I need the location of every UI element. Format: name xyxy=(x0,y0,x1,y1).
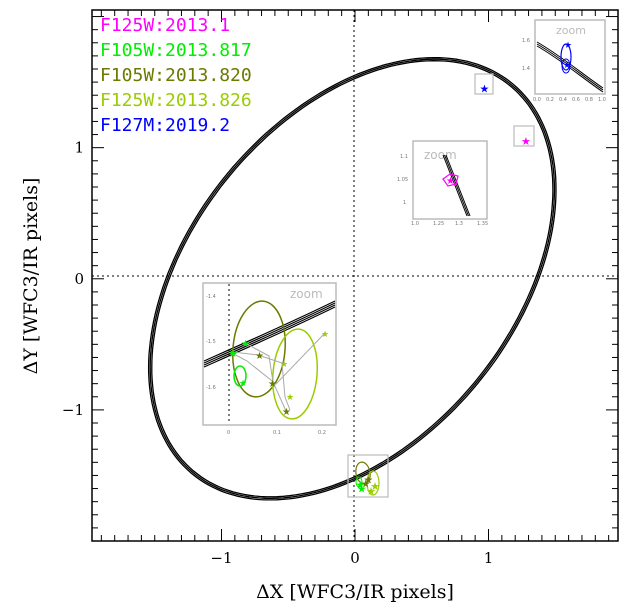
data-point-series-0: ★ xyxy=(521,136,531,148)
svg-text:★: ★ xyxy=(282,407,291,418)
x-axis-label: ΔX [WFC3/IR pixels] xyxy=(256,581,454,603)
data-point-series-1: ★ xyxy=(355,480,365,492)
y-axis-label: ΔY [WFC3/IR pixels] xyxy=(20,178,42,375)
inset-magenta-xtick-2: 1.3 xyxy=(455,221,463,227)
inset-blue-xtick-1: 0.2 xyxy=(546,97,554,103)
inset-blue-xtick-5: 1.0 xyxy=(598,97,606,103)
inset-blue-label: zoom xyxy=(556,24,586,37)
data-point-series-3: ★ xyxy=(366,486,376,498)
inset-magenta-ytick-1: 1.05 xyxy=(397,177,408,183)
box-blue xyxy=(474,73,494,95)
inset-blue-xtick-2: 0.4 xyxy=(559,97,567,103)
svg-text:★: ★ xyxy=(280,359,288,369)
inset-magenta-xtick-1: 1.25 xyxy=(433,221,444,227)
svg-text:★: ★ xyxy=(228,348,238,360)
inset-green-xtick-2: 0.2 xyxy=(318,430,326,436)
legend-entry-3: F125W:2013.826 xyxy=(100,90,252,111)
data-points: ★★★★★★★★ xyxy=(355,84,531,499)
data-point-series-3: ★ xyxy=(370,481,380,493)
inset-green-xtick-1: 0.1 xyxy=(273,430,281,436)
y-tick-label: −1 xyxy=(62,401,84,419)
inset-green-ytick-1: -1.5 xyxy=(206,339,216,345)
orbit-line-1 xyxy=(147,56,557,501)
inset-blue-xtick-0: 0.0 xyxy=(533,97,541,103)
orbit-line-2 xyxy=(151,60,554,498)
svg-text:★: ★ xyxy=(564,40,572,50)
cluster-ellipse-green xyxy=(355,476,363,488)
svg-text:★: ★ xyxy=(321,329,329,339)
x-tick-label: −1 xyxy=(210,549,232,567)
legend-entry-0: F125W:2013.1 xyxy=(100,15,230,36)
y-tick-label: 0 xyxy=(74,270,84,288)
x-tick-label: 0 xyxy=(350,549,360,567)
svg-text:★: ★ xyxy=(446,176,455,187)
x-tick-label: 1 xyxy=(484,549,494,567)
data-point-series-2: ★ xyxy=(363,474,373,486)
inset-magenta: zoom ★ 1.1 1.05 1 1.0 1.25 1.3 1.35 xyxy=(397,140,488,227)
legend-entry-4: F127M:2019.2 xyxy=(100,115,230,136)
data-point-series-4: ★ xyxy=(480,84,490,96)
inset-green-ytick-2: -1.6 xyxy=(206,385,216,391)
inset-magenta-ytick-2: 1 xyxy=(403,200,406,206)
orbit-ellipse xyxy=(147,56,557,501)
box-green xyxy=(347,454,389,498)
inset-green-xtick-0: 0 xyxy=(227,430,230,436)
inset-blue: zoom ★ ★ 1.6 1.4 0.0 0.2 0.4 0.6 0.8 1.0 xyxy=(522,19,606,103)
inset-green-ytick-0: -1.4 xyxy=(206,294,216,300)
svg-text:★: ★ xyxy=(268,379,277,390)
data-point-series-1: ★ xyxy=(357,484,367,496)
orbit-line-0 xyxy=(149,58,556,500)
svg-text:★: ★ xyxy=(239,378,247,388)
box-magenta xyxy=(513,125,535,147)
data-point-series-2: ★ xyxy=(361,478,371,490)
svg-text:★: ★ xyxy=(255,351,264,362)
inset-blue-ytick-0: 1.6 xyxy=(522,38,530,44)
inset-blue-xtick-3: 0.6 xyxy=(572,97,580,103)
legend-entry-1: F105W:2013.817 xyxy=(100,40,252,61)
cluster-ellipse-olive xyxy=(355,461,371,485)
inset-green: zoom ★ ★ ★ ★ ★ ★ ★ ★ ★ -1.4 -1.5 -1.6 0 … xyxy=(202,282,337,436)
inset-magenta-label: zoom xyxy=(424,148,457,162)
inset-blue-ytick-1: 1.4 xyxy=(522,66,530,72)
axis-tick-labels: −1 0 1 −1 0 1 xyxy=(62,139,493,567)
legend: F125W:2013.1 F105W:2013.817 F105W:2013.8… xyxy=(100,15,252,136)
inset-blue-xtick-4: 0.8 xyxy=(585,97,593,103)
y-tick-label: 1 xyxy=(74,139,84,157)
svg-text:★: ★ xyxy=(241,339,250,350)
inset-magenta-xtick-3: 1.35 xyxy=(477,221,488,227)
inset-green-label: zoom xyxy=(290,287,323,301)
axis-ticks xyxy=(92,10,618,542)
inset-magenta-xtick-0: 1.0 xyxy=(411,221,419,227)
svg-text:★: ★ xyxy=(563,60,571,70)
svg-text:★: ★ xyxy=(286,392,294,402)
legend-entry-2: F105W:2013.820 xyxy=(100,65,252,86)
inset-magenta-ytick-0: 1.1 xyxy=(400,154,408,160)
cluster-ellipse-lime xyxy=(366,470,380,496)
